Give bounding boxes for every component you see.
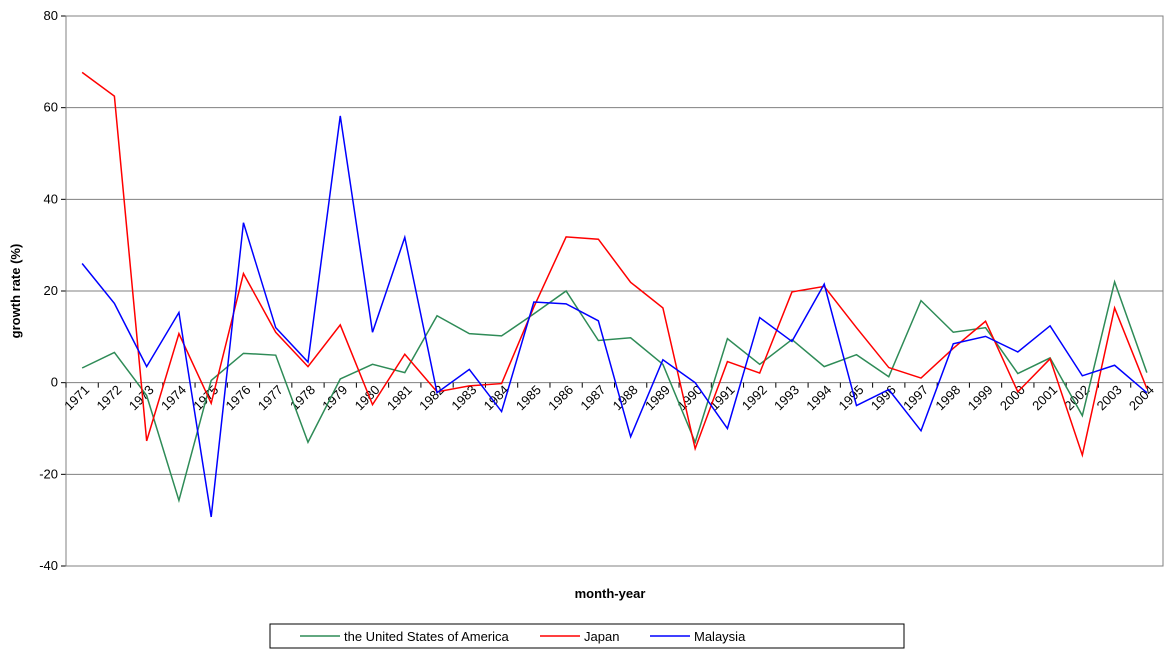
plot-border (65, 15, 1164, 567)
y-tick-label: 0 (51, 375, 58, 390)
legend-box (269, 623, 905, 649)
y-tick-label: 60 (44, 100, 58, 115)
legend-label: the United States of America (344, 629, 510, 644)
series-line (81, 115, 1148, 518)
y-tick-label: -20 (39, 466, 58, 481)
y-tick-label: 20 (44, 283, 58, 298)
legend-label: Malaysia (694, 629, 746, 644)
series-line (81, 71, 1148, 458)
y-tick-label: 40 (44, 191, 58, 206)
y-axis-title: growth rate (%) (8, 244, 23, 339)
legend-label: Japan (584, 629, 619, 644)
y-tick-label: 80 (44, 8, 58, 23)
series-line (81, 279, 1148, 504)
y-tick-label: -40 (39, 558, 58, 573)
x-axis-title: month-year (575, 586, 646, 601)
